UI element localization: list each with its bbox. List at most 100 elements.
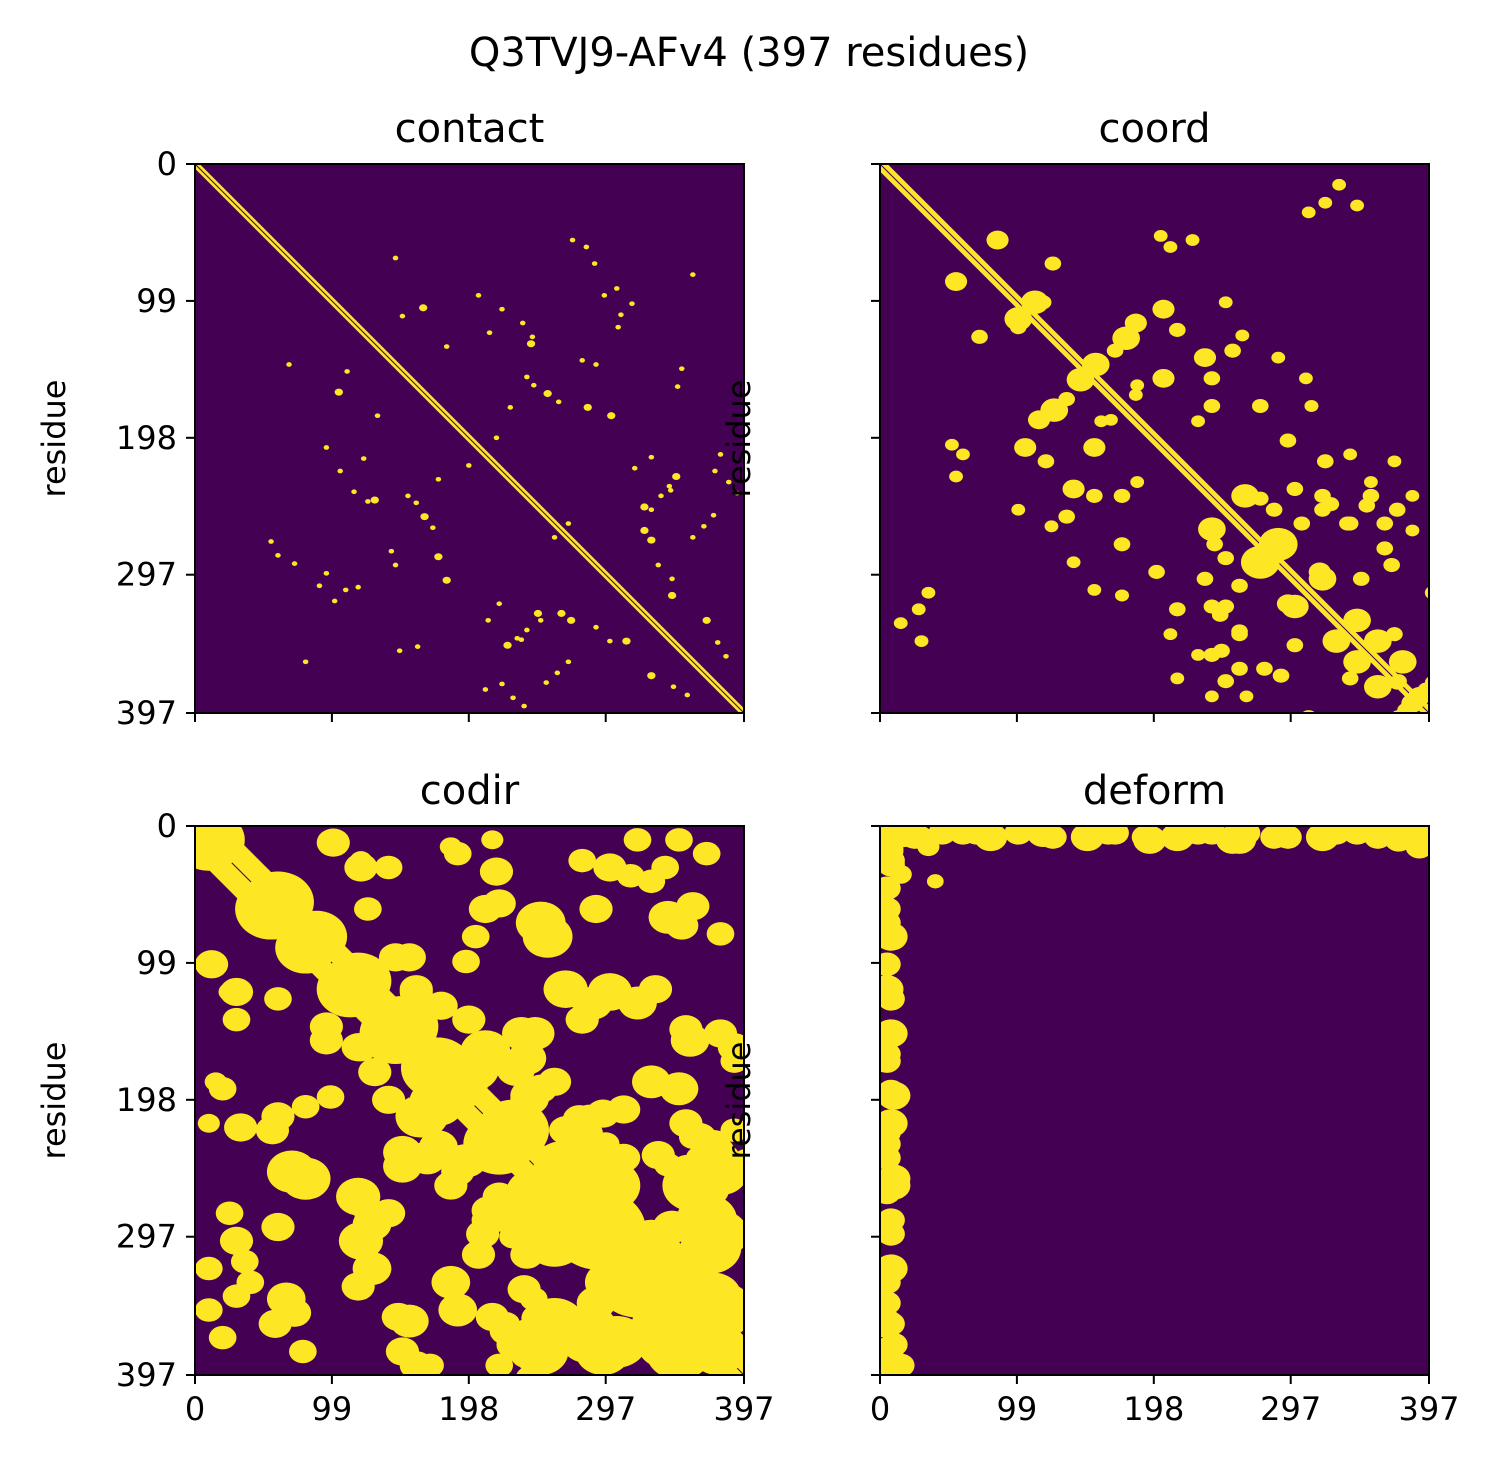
heatmap-cell-cluster-mirror xyxy=(195,826,243,871)
heatmap-cell-cluster xyxy=(479,857,514,886)
heatmap-cell-cluster-mirror xyxy=(1272,668,1290,683)
heatmap-cell-cluster xyxy=(685,1146,714,1170)
heatmap-cell-cluster xyxy=(435,476,442,482)
heatmap-cell-cluster-mirror xyxy=(1332,178,1347,191)
heatmap-cell-cluster-mirror xyxy=(1058,509,1075,524)
heatmap-cell-cluster-mirror xyxy=(1293,516,1311,531)
heatmap-cell-cluster-mirror xyxy=(1408,826,1429,845)
heatmap-cell-cluster-mirror xyxy=(524,374,530,380)
heatmap-marks xyxy=(880,826,1429,1375)
y-tick-label: 397 xyxy=(116,694,177,732)
heatmap-cell-cluster-mirror xyxy=(316,1085,345,1109)
heatmap-cell-cluster xyxy=(949,470,963,483)
heatmap-cell-cluster-mirror xyxy=(655,562,662,568)
heatmap-cell-cluster-mirror xyxy=(1222,826,1257,854)
y-tick-label: 397 xyxy=(116,1356,177,1394)
heatmap-cell-cluster-mirror xyxy=(1131,826,1160,849)
heatmap-cell-cluster xyxy=(911,603,926,616)
heatmap-cell-cluster-mirror xyxy=(1376,541,1394,556)
heatmap-cell-cluster-mirror xyxy=(572,1194,634,1246)
heatmap-cell-cluster xyxy=(452,1005,486,1034)
heatmap-cell-cluster-mirror xyxy=(1083,438,1106,457)
heatmap-cell-cluster xyxy=(1203,398,1221,414)
heatmap-cell-cluster xyxy=(880,987,905,1011)
heatmap-cell-cluster-mirror xyxy=(714,640,721,645)
heatmap-cell-cluster-mirror xyxy=(1037,454,1055,469)
heatmap-cell-cluster-mirror xyxy=(712,468,718,474)
heatmap-cell-cluster-mirror xyxy=(443,344,450,349)
heatmap-cell-cluster-mirror xyxy=(1104,413,1118,426)
heatmap-cell-cluster-mirror xyxy=(1339,516,1356,531)
heatmap-cell-cluster-mirror xyxy=(669,576,675,582)
heatmap-cell-cluster xyxy=(1417,682,1429,697)
heatmap-cell-cluster xyxy=(503,641,512,649)
heatmap-cell-cluster xyxy=(880,1312,905,1336)
x-tick-label: 99 xyxy=(312,1390,353,1428)
heatmap-cell-cluster xyxy=(414,644,421,649)
heatmap-cell-cluster xyxy=(392,562,399,568)
panel-title: contact xyxy=(395,106,545,152)
heatmap-cell-cluster-mirror xyxy=(443,841,472,866)
heatmap-cell-cluster xyxy=(679,1125,707,1149)
heatmap-cell-cluster xyxy=(1251,491,1269,506)
heatmap-cell-cluster xyxy=(944,272,968,291)
heatmap-cell-cluster-mirror xyxy=(1217,674,1235,689)
heatmap-cell-cluster xyxy=(593,624,599,630)
heatmap-cell-cluster xyxy=(1383,557,1400,573)
y-tick-label: 0 xyxy=(157,145,177,183)
heatmap-cell-cluster-mirror xyxy=(568,987,597,1011)
heatmap-cell-cluster-mirror xyxy=(601,293,608,298)
heatmap-cell-cluster-mirror xyxy=(230,1249,259,1274)
heatmap-cell-cluster xyxy=(392,943,426,972)
heatmap-cell-cluster-mirror xyxy=(1235,329,1250,342)
heatmap-cell-cluster-mirror xyxy=(690,535,696,540)
heatmap-cell-cluster xyxy=(533,609,543,617)
heatmap-cell-cluster xyxy=(1169,602,1186,617)
heatmap-cell-cluster xyxy=(1239,690,1254,703)
panel-coord: coord residue xyxy=(720,106,1486,722)
heatmap-cell-cluster xyxy=(880,911,901,935)
heatmap-cell-cluster-mirror xyxy=(1405,524,1420,537)
heatmap-cell-cluster xyxy=(365,499,371,504)
heatmap-cell-cluster xyxy=(1191,649,1205,661)
heatmap-cell-cluster-mirror xyxy=(1163,241,1178,253)
heatmap-cell-cluster-mirror xyxy=(640,503,649,511)
heatmap-cell-cluster-mirror xyxy=(499,306,505,312)
heatmap-cell-cluster xyxy=(1308,562,1331,582)
heatmap-cell-cluster-mirror xyxy=(1469,566,1486,580)
heatmap-cell-cluster xyxy=(510,695,516,701)
heatmap-cell-cluster xyxy=(524,627,530,633)
heatmap-cell-cluster xyxy=(1044,520,1059,533)
heatmap-cell-cluster-mirror xyxy=(690,272,696,277)
heatmap-cell-cluster-mirror xyxy=(679,366,685,372)
heatmap-cell-cluster xyxy=(466,463,472,468)
y-axis-label: residue xyxy=(720,1042,758,1160)
heatmap-cell-cluster-mirror xyxy=(565,1005,599,1034)
heatmap-cell-cluster-mirror xyxy=(726,479,732,485)
heatmap-cell-cluster-mirror xyxy=(195,1256,223,1281)
heatmap-cell-cluster xyxy=(499,681,505,687)
heatmap-cell-cluster-mirror xyxy=(555,399,562,405)
heatmap-cell-cluster-mirror xyxy=(537,1067,572,1096)
heatmap-cell-cluster xyxy=(372,1199,406,1228)
heatmap-cell-cluster-mirror xyxy=(1258,527,1298,561)
heatmap-cell-cluster xyxy=(566,616,576,624)
heatmap-cell-cluster xyxy=(354,897,382,921)
heatmap-cell-cluster xyxy=(1203,647,1221,662)
heatmap-cell-cluster-mirror xyxy=(261,1102,295,1131)
heatmap-cell-cluster-mirror xyxy=(927,874,944,889)
heatmap-cell-cluster xyxy=(434,1171,468,1200)
heatmap-cell-cluster xyxy=(1364,674,1392,699)
heatmap-cell-cluster xyxy=(921,586,936,599)
heatmap-cell-cluster xyxy=(1086,488,1103,503)
heatmap-cell-cluster-mirror xyxy=(1130,379,1145,392)
heatmap-marks xyxy=(880,164,1486,713)
x-tick-label: 0 xyxy=(185,1390,205,1428)
heatmap-cell-cluster xyxy=(434,553,443,561)
heatmap-cell-cluster-mirror xyxy=(766,610,772,615)
heatmap-cell-cluster xyxy=(880,1332,908,1357)
heatmap-cell-cluster-mirror xyxy=(1343,448,1358,461)
heatmap-cell-cluster xyxy=(880,1042,901,1066)
heatmap-cell-cluster-mirror xyxy=(1231,484,1259,508)
heatmap-cell-cluster xyxy=(880,1024,901,1048)
